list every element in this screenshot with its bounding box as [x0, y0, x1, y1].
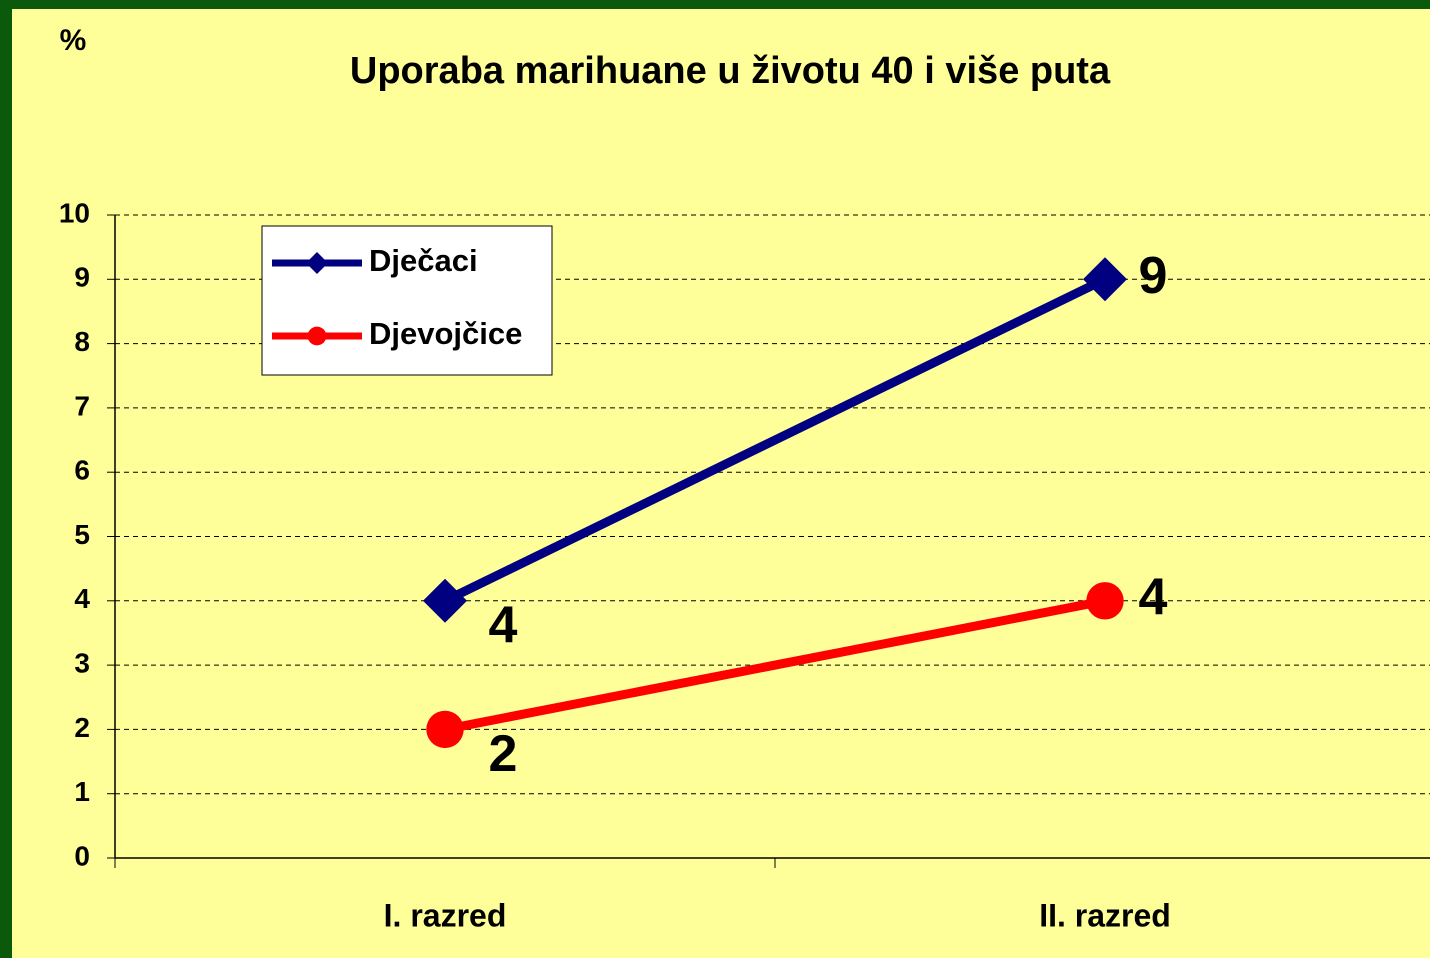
- y-tick-label: 9: [74, 262, 90, 293]
- series-line: [443, 275, 1107, 605]
- chart-title: Uporaba marihuane u životu 40 i više put…: [350, 50, 1111, 92]
- y-tick-label: 10: [59, 197, 90, 228]
- marker: [1086, 582, 1124, 620]
- x-tick-label: II. razred: [1039, 897, 1171, 933]
- marker: [1083, 257, 1127, 302]
- marker: [307, 326, 327, 346]
- y-tick-label: 3: [74, 647, 90, 678]
- data-label: 4: [489, 597, 518, 655]
- y-axis-label: %: [60, 24, 87, 57]
- y-tick-label: 6: [74, 455, 90, 486]
- data-label: 9: [1139, 247, 1168, 305]
- y-tick-label: 0: [74, 840, 90, 871]
- data-label: 4: [1139, 569, 1168, 627]
- y-tick-label: 1: [74, 776, 90, 807]
- data-label: 2: [489, 725, 518, 783]
- legend-label: Djevojčice: [369, 316, 522, 351]
- marker: [423, 578, 467, 623]
- y-tick-label: 5: [74, 519, 90, 550]
- y-tick-label: 4: [74, 583, 90, 614]
- y-tick-label: 7: [74, 390, 90, 421]
- y-tick-label: 2: [74, 712, 90, 743]
- legend-label: Dječaci: [369, 243, 478, 278]
- y-tick-label: 8: [74, 326, 90, 357]
- background: [12, 9, 1430, 958]
- marker: [426, 710, 464, 749]
- x-tick-label: I. razred: [384, 897, 507, 933]
- series-line: [444, 596, 1106, 734]
- legend-box: [261, 225, 553, 376]
- marker: [306, 252, 328, 274]
